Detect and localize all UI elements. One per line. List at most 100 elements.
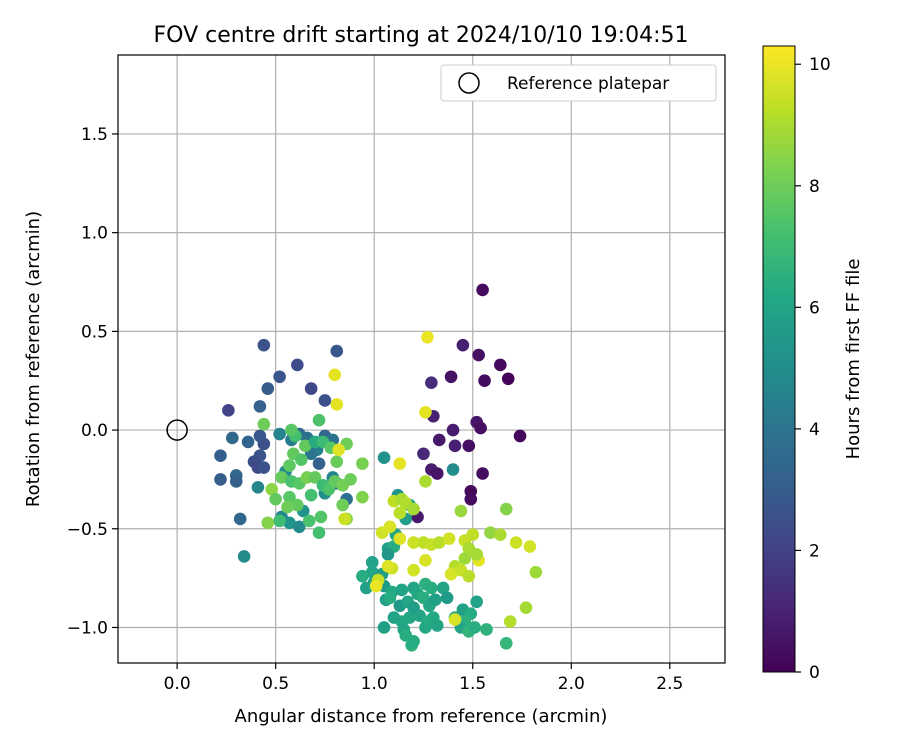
data-point — [444, 567, 458, 581]
data-point — [436, 581, 450, 595]
data-point — [257, 437, 271, 451]
y-tick-label: −1.0 — [67, 618, 108, 638]
data-point — [432, 536, 446, 549]
data-point — [365, 556, 379, 569]
data-point — [275, 471, 288, 484]
data-point — [273, 427, 286, 441]
data-point — [283, 490, 296, 504]
data-point — [466, 528, 480, 541]
data-point — [494, 358, 507, 372]
data-point — [237, 550, 251, 563]
data-point — [499, 636, 513, 650]
legend-label: Reference platepar — [507, 74, 669, 94]
data-point — [470, 548, 483, 561]
data-point — [304, 488, 318, 502]
data-point — [421, 330, 434, 344]
data-point — [499, 502, 513, 516]
data-point — [395, 583, 409, 597]
data-point — [430, 619, 444, 632]
colorbar-tick-label: 4 — [809, 420, 820, 440]
data-point — [265, 482, 279, 496]
legend: Reference platepar — [440, 64, 717, 102]
data-point — [484, 526, 497, 540]
data-point — [308, 471, 322, 484]
data-point — [312, 457, 326, 470]
data-point — [294, 453, 308, 466]
data-point — [503, 615, 517, 628]
data-point — [454, 504, 468, 518]
data-point — [442, 532, 456, 545]
data-point — [381, 548, 395, 561]
data-point — [462, 439, 476, 453]
data-point — [293, 520, 306, 534]
data-point — [407, 634, 420, 648]
data-point — [393, 532, 407, 545]
legend-marker-open-circle — [458, 72, 480, 94]
data-point — [332, 443, 346, 457]
plot-frame — [117, 54, 726, 664]
data-point — [257, 461, 271, 474]
data-point — [383, 591, 397, 605]
chart-title: FOV centre drift starting at 2024/10/10 … — [154, 23, 689, 48]
colorbar-label: Hours from first FF file — [843, 259, 864, 460]
data-point — [261, 516, 275, 530]
data-point — [377, 451, 391, 465]
data-point — [446, 463, 460, 476]
data-point — [318, 394, 332, 407]
data-point — [509, 536, 523, 549]
data-point — [419, 621, 432, 634]
data-point — [328, 368, 342, 382]
data-point — [298, 439, 312, 453]
data-point — [407, 502, 420, 516]
y-axis-label: Rotation from reference (arcmin) — [23, 211, 44, 507]
data-point — [529, 565, 543, 579]
colorbar-tick-label: 6 — [809, 298, 820, 318]
data-point — [281, 500, 294, 514]
data-point — [448, 439, 462, 453]
data-point — [464, 492, 478, 506]
data-point — [314, 510, 328, 524]
x-gridlines — [176, 55, 671, 663]
data-point — [407, 563, 420, 577]
y-gridlines — [118, 133, 725, 629]
data-point — [283, 516, 296, 530]
data-point — [344, 473, 357, 486]
data-point — [387, 611, 401, 624]
data-point — [214, 449, 227, 463]
data-point — [458, 552, 472, 565]
x-tick-label: 2.5 — [656, 674, 683, 694]
data-point — [501, 372, 515, 386]
data-point — [356, 490, 369, 504]
data-point — [419, 405, 432, 419]
data-point — [229, 475, 243, 488]
data-point — [472, 348, 485, 362]
data-point — [330, 344, 344, 358]
data-point — [222, 404, 235, 417]
data-point — [425, 581, 438, 595]
data-point — [381, 559, 395, 573]
colorbar-tick-label: 0 — [809, 663, 820, 683]
data-point — [273, 514, 286, 528]
data-point — [468, 621, 482, 634]
y-tick-label: 0.5 — [81, 322, 108, 342]
legend-box — [440, 64, 717, 102]
data-point — [430, 467, 444, 480]
data-point — [336, 498, 349, 512]
data-point — [356, 569, 369, 583]
data-points — [214, 283, 543, 652]
x-tick-label: 0.5 — [262, 674, 289, 694]
data-point — [494, 528, 507, 541]
data-point — [257, 338, 271, 352]
data-point — [360, 581, 373, 595]
data-point — [428, 593, 442, 607]
data-point — [478, 374, 491, 388]
x-tick-label: 2.0 — [558, 674, 585, 694]
data-point — [462, 569, 476, 583]
data-point — [304, 382, 318, 395]
data-point — [291, 498, 304, 512]
data-point — [476, 283, 489, 297]
data-point — [241, 435, 255, 449]
data-point — [253, 400, 267, 413]
data-point — [302, 514, 316, 528]
